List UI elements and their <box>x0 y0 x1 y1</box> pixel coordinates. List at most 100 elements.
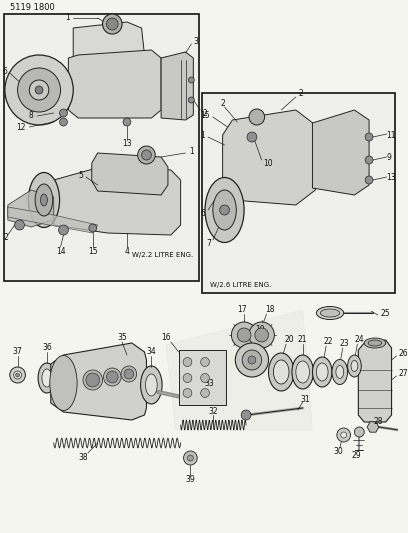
Circle shape <box>35 86 43 94</box>
Ellipse shape <box>292 355 313 389</box>
Text: 20: 20 <box>284 335 294 344</box>
Circle shape <box>365 133 373 141</box>
Text: 38: 38 <box>78 453 88 462</box>
Text: 39: 39 <box>186 475 195 484</box>
Circle shape <box>106 371 118 383</box>
Text: 36: 36 <box>42 343 52 352</box>
Text: 27: 27 <box>398 369 408 378</box>
Text: 5119 1800: 5119 1800 <box>10 3 55 12</box>
Circle shape <box>201 358 209 367</box>
Polygon shape <box>8 207 98 233</box>
Circle shape <box>29 80 49 100</box>
Circle shape <box>89 224 97 232</box>
Circle shape <box>102 14 122 34</box>
Text: 37: 37 <box>13 348 22 357</box>
Circle shape <box>242 350 262 370</box>
Circle shape <box>201 374 209 383</box>
Circle shape <box>231 322 257 348</box>
Ellipse shape <box>88 59 117 109</box>
Text: 29: 29 <box>352 450 361 459</box>
Circle shape <box>10 367 25 383</box>
Circle shape <box>337 428 350 442</box>
Ellipse shape <box>368 340 382 346</box>
Circle shape <box>104 368 121 386</box>
Ellipse shape <box>364 338 386 348</box>
Text: W/2.2 LITRE ENG.: W/2.2 LITRE ENG. <box>132 252 193 258</box>
Text: 26: 26 <box>398 350 408 359</box>
Text: 9: 9 <box>387 154 392 163</box>
Text: 19: 19 <box>255 325 264 334</box>
Polygon shape <box>367 422 379 432</box>
Circle shape <box>183 374 192 383</box>
Circle shape <box>106 18 118 30</box>
Circle shape <box>5 55 73 125</box>
Text: 17: 17 <box>237 305 247 314</box>
Text: 14: 14 <box>56 247 65 256</box>
Circle shape <box>235 343 268 377</box>
Circle shape <box>365 156 373 164</box>
Circle shape <box>355 427 364 437</box>
Circle shape <box>183 358 192 367</box>
Ellipse shape <box>336 366 344 378</box>
Circle shape <box>183 389 192 398</box>
Ellipse shape <box>313 357 332 387</box>
Ellipse shape <box>40 194 47 206</box>
Text: 15: 15 <box>200 110 210 119</box>
Text: 5: 5 <box>78 171 83 180</box>
Ellipse shape <box>35 184 53 216</box>
Circle shape <box>16 373 20 377</box>
Polygon shape <box>313 110 369 195</box>
Circle shape <box>365 176 373 184</box>
Text: 6: 6 <box>3 67 8 76</box>
Circle shape <box>124 369 134 379</box>
Circle shape <box>184 451 197 465</box>
Circle shape <box>241 410 251 420</box>
Text: 28: 28 <box>373 417 383 426</box>
Circle shape <box>255 328 268 342</box>
Polygon shape <box>223 110 315 205</box>
Bar <box>179 350 226 405</box>
Text: 1: 1 <box>189 148 194 157</box>
Ellipse shape <box>50 356 77 410</box>
Text: 2: 2 <box>4 233 8 243</box>
Ellipse shape <box>42 369 52 387</box>
Polygon shape <box>51 343 146 420</box>
Polygon shape <box>73 22 144 65</box>
Circle shape <box>14 371 22 379</box>
Polygon shape <box>8 190 54 227</box>
Text: 34: 34 <box>146 348 156 357</box>
Polygon shape <box>54 165 181 235</box>
Polygon shape <box>358 340 392 422</box>
Ellipse shape <box>332 359 348 384</box>
Polygon shape <box>161 52 193 120</box>
Ellipse shape <box>348 355 361 377</box>
Text: 10: 10 <box>264 158 273 167</box>
Circle shape <box>83 370 102 390</box>
Text: 22: 22 <box>323 337 333 346</box>
Ellipse shape <box>141 366 162 404</box>
Text: 1: 1 <box>200 131 205 140</box>
Text: 4: 4 <box>124 247 129 256</box>
Circle shape <box>188 77 194 83</box>
Ellipse shape <box>205 177 244 243</box>
Circle shape <box>248 356 256 364</box>
Bar <box>4 14 199 281</box>
Text: 16: 16 <box>161 334 171 343</box>
Circle shape <box>220 205 229 215</box>
Circle shape <box>137 146 155 164</box>
Text: 13: 13 <box>122 140 132 149</box>
Text: 31: 31 <box>301 394 310 403</box>
Circle shape <box>249 109 265 125</box>
Ellipse shape <box>316 306 344 319</box>
Circle shape <box>249 322 274 348</box>
Ellipse shape <box>320 309 340 317</box>
Ellipse shape <box>213 190 236 230</box>
Ellipse shape <box>28 173 60 228</box>
Polygon shape <box>92 153 168 195</box>
Circle shape <box>86 373 100 387</box>
Polygon shape <box>69 50 161 118</box>
Circle shape <box>15 220 24 230</box>
Circle shape <box>142 150 151 160</box>
Text: 23: 23 <box>340 340 350 349</box>
Text: 3: 3 <box>193 36 198 45</box>
